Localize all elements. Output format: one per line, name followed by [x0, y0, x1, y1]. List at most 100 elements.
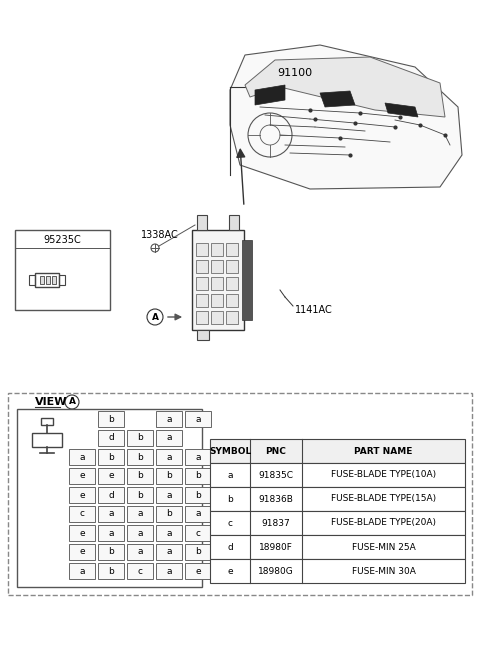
Bar [211, 294, 223, 307]
Bar [156, 525, 182, 541]
Text: d: d [108, 491, 114, 500]
Bar [17, 409, 202, 587]
Text: FUSE-BLADE TYPE(10A): FUSE-BLADE TYPE(10A) [331, 470, 436, 479]
Text: PNC: PNC [265, 447, 287, 455]
Text: 1338AC: 1338AC [141, 230, 179, 240]
Text: a: a [79, 453, 85, 462]
Bar [52, 276, 56, 284]
Text: a: a [166, 491, 172, 500]
Text: SYMBOL: SYMBOL [209, 447, 251, 455]
Text: a: a [166, 548, 172, 557]
Text: a: a [195, 415, 201, 424]
Text: 91835C: 91835C [259, 470, 293, 479]
Text: b: b [137, 491, 143, 500]
Bar [127, 468, 153, 484]
Text: a: a [137, 548, 143, 557]
Polygon shape [320, 91, 355, 107]
Text: VIEW: VIEW [35, 397, 68, 407]
Text: c: c [80, 510, 84, 519]
Text: d: d [108, 434, 114, 443]
Bar [127, 449, 153, 465]
Bar [98, 430, 124, 446]
Bar [127, 525, 153, 541]
Text: b: b [166, 472, 172, 481]
Text: PART NAME: PART NAME [354, 447, 413, 455]
Bar [46, 276, 50, 284]
Bar [98, 563, 124, 579]
Text: 18980F: 18980F [259, 542, 293, 552]
Bar [98, 525, 124, 541]
Bar [156, 430, 182, 446]
Bar [211, 277, 223, 290]
Bar [210, 559, 465, 583]
Polygon shape [385, 103, 418, 117]
Bar [185, 563, 211, 579]
Bar [98, 544, 124, 560]
Text: a: a [137, 529, 143, 538]
Text: a: a [166, 567, 172, 576]
Text: a: a [195, 510, 201, 519]
Bar [211, 243, 223, 256]
Bar [69, 449, 95, 465]
Text: A: A [69, 398, 75, 407]
Text: 91836B: 91836B [259, 495, 293, 504]
Bar [69, 468, 95, 484]
Text: b: b [137, 434, 143, 443]
Bar [127, 563, 153, 579]
Text: b: b [108, 415, 114, 424]
Bar [185, 544, 211, 560]
Text: a: a [137, 510, 143, 519]
Bar [69, 563, 95, 579]
Text: FUSE-MIN 30A: FUSE-MIN 30A [351, 567, 415, 576]
Text: e: e [108, 472, 114, 481]
Bar [35, 273, 59, 287]
Bar [69, 544, 95, 560]
Bar [156, 487, 182, 503]
Bar [59, 275, 65, 285]
Text: b: b [195, 472, 201, 481]
Text: a: a [166, 434, 172, 443]
Text: b: b [108, 548, 114, 557]
Text: e: e [79, 472, 85, 481]
Bar [40, 276, 44, 284]
Bar [156, 449, 182, 465]
Text: FUSE-MIN 25A: FUSE-MIN 25A [352, 542, 415, 552]
Bar [69, 525, 95, 541]
Bar [192, 230, 244, 330]
Bar [98, 506, 124, 522]
Text: b: b [137, 453, 143, 462]
Text: a: a [195, 453, 201, 462]
Bar [98, 468, 124, 484]
Bar [197, 330, 209, 340]
Bar [69, 506, 95, 522]
Text: b: b [227, 495, 233, 504]
Bar [98, 487, 124, 503]
Text: d: d [227, 542, 233, 552]
Text: a: a [166, 453, 172, 462]
Bar [196, 243, 208, 256]
Circle shape [147, 309, 163, 325]
Bar [185, 506, 211, 522]
Bar [210, 463, 465, 487]
Bar [185, 525, 211, 541]
Bar [196, 294, 208, 307]
Text: e: e [195, 567, 201, 576]
Text: e: e [227, 567, 233, 576]
Bar [226, 311, 238, 324]
Bar [29, 275, 35, 285]
Bar [127, 544, 153, 560]
Text: b: b [108, 567, 114, 576]
Bar [156, 563, 182, 579]
Text: 91837: 91837 [262, 519, 290, 527]
Bar [185, 468, 211, 484]
Text: e: e [79, 548, 85, 557]
Polygon shape [245, 57, 445, 117]
Bar [41, 418, 53, 425]
Text: a: a [166, 415, 172, 424]
Bar [156, 506, 182, 522]
Bar [226, 294, 238, 307]
Bar [226, 277, 238, 290]
Bar [196, 260, 208, 273]
Bar [226, 243, 238, 256]
Bar [156, 468, 182, 484]
